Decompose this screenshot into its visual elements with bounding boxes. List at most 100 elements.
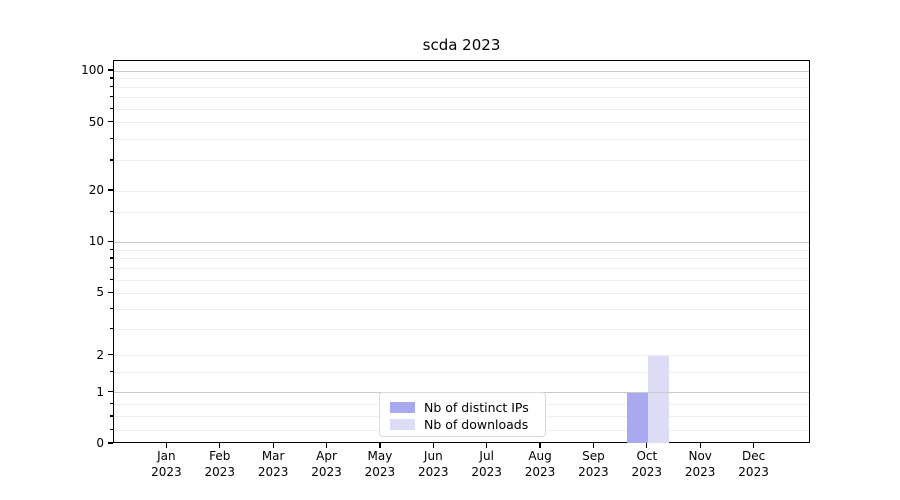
y-minor-tick bbox=[110, 248, 113, 250]
legend-swatch-nb-of-distinct-ips bbox=[390, 402, 415, 413]
legend-swatch-nb-of-downloads bbox=[390, 419, 415, 430]
gridline-minor-labeled bbox=[114, 122, 809, 124]
x-tick-label-line: 2023 bbox=[684, 464, 716, 479]
x-tick bbox=[646, 443, 648, 448]
y-minor-tick bbox=[110, 86, 113, 88]
gridline-minor bbox=[114, 308, 809, 310]
legend-label: Nb of downloads bbox=[424, 417, 529, 432]
legend-label: Nb of distinct IPs bbox=[424, 400, 529, 415]
x-tick-label-line: 2023 bbox=[631, 464, 663, 479]
gridline-minor bbox=[114, 372, 809, 374]
y-minor-tick bbox=[110, 210, 113, 213]
x-tick bbox=[325, 443, 328, 448]
x-tick-label-line: 2023 bbox=[151, 464, 182, 479]
x-tick-label-line: 2023 bbox=[204, 464, 236, 479]
gridline-minor bbox=[114, 211, 809, 213]
gridline-minor bbox=[114, 328, 809, 330]
y-minor-tick bbox=[110, 428, 113, 430]
gridline-minor-labeled bbox=[114, 292, 809, 294]
x-tick-label-line: 2023 bbox=[524, 464, 556, 479]
y-tick bbox=[108, 69, 113, 71]
y-minor-tick bbox=[110, 371, 113, 373]
x-tick-label-line: Aug bbox=[528, 449, 552, 463]
x-tick-label-line: 2023 bbox=[578, 464, 609, 479]
x-tick bbox=[486, 443, 488, 448]
y-minor-tick bbox=[110, 257, 113, 259]
x-tick-label-line: 2023 bbox=[738, 464, 769, 479]
x-tick bbox=[699, 443, 701, 448]
legend-row: Nb of downloads bbox=[380, 416, 545, 433]
x-tick-label: Mar 2023 bbox=[238, 449, 308, 480]
x-tick-label: Jun 2023 bbox=[398, 449, 468, 480]
y-tick bbox=[108, 240, 113, 243]
y-tick bbox=[108, 391, 113, 393]
y-minor-tick bbox=[110, 159, 113, 161]
x-tick bbox=[432, 443, 434, 448]
x-tick-label-line: Jun bbox=[423, 449, 443, 463]
legend: Nb of distinct IPs Nb of downloads bbox=[379, 392, 546, 437]
x-tick bbox=[539, 443, 541, 448]
gridline-major bbox=[114, 70, 809, 72]
y-minor-tick bbox=[110, 402, 113, 405]
y-minor-tick bbox=[110, 96, 113, 98]
bar-nb-of-distinct-ips bbox=[626, 392, 648, 443]
y-minor-tick bbox=[110, 137, 113, 140]
y-minor-tick bbox=[110, 278, 113, 280]
x-tick-label: Sep 2023 bbox=[558, 449, 628, 480]
x-tick-label-line: Feb bbox=[209, 449, 231, 463]
gridline-minor bbox=[114, 138, 809, 140]
gridline-minor bbox=[114, 78, 809, 80]
y-tick-label: 1 bbox=[96, 384, 104, 399]
x-tick-label: Oct 2023 bbox=[612, 449, 682, 480]
gridline-minor bbox=[114, 279, 809, 281]
y-tick-label: 5 bbox=[96, 285, 104, 300]
y-tick-label: 50 bbox=[88, 114, 104, 129]
x-tick bbox=[272, 443, 274, 448]
x-tick bbox=[165, 443, 167, 448]
legend-row: Nb of distinct IPs bbox=[380, 399, 545, 416]
x-tick-label-line: 2023 bbox=[311, 464, 342, 479]
gridline-minor bbox=[114, 268, 809, 270]
x-tick-label: Nov 2023 bbox=[665, 449, 735, 480]
gridline-minor-labeled bbox=[114, 190, 809, 192]
gridline-minor bbox=[114, 97, 809, 99]
gridline-minor-labeled bbox=[114, 355, 809, 357]
gridline-major bbox=[114, 241, 809, 243]
x-tick bbox=[592, 443, 595, 448]
x-tick-label-line: 2023 bbox=[364, 464, 396, 479]
x-tick bbox=[219, 443, 221, 448]
chart-title: scda 2023 bbox=[422, 36, 501, 54]
x-tick bbox=[752, 443, 755, 448]
gridline-minor bbox=[114, 160, 809, 162]
x-tick-label-line: Jul bbox=[479, 449, 494, 463]
x-tick-label: May 2023 bbox=[345, 449, 415, 480]
y-tick bbox=[108, 354, 113, 356]
x-tick-label: Apr 2023 bbox=[292, 449, 362, 480]
y-tick bbox=[108, 189, 113, 191]
gridline-minor bbox=[114, 249, 809, 251]
plot-area: Nb of distinct IPs Nb of downloads bbox=[113, 60, 810, 443]
x-tick-label-line: Oct bbox=[636, 449, 658, 463]
y-tick-label: 0 bbox=[96, 436, 104, 450]
y-minor-tick bbox=[110, 77, 113, 79]
x-tick-label-line: 2023 bbox=[471, 464, 502, 479]
x-tick-label-line: Apr bbox=[316, 449, 337, 463]
x-tick-label-line: Nov bbox=[688, 449, 712, 463]
x-tick-label: Jul 2023 bbox=[452, 449, 522, 480]
bar-nb-of-downloads bbox=[647, 355, 669, 443]
x-tick-label-line: Mar bbox=[261, 449, 285, 463]
y-tick-label: 2 bbox=[96, 347, 104, 362]
y-tick bbox=[108, 442, 113, 444]
gridline-minor bbox=[114, 258, 809, 260]
y-tick bbox=[108, 291, 113, 293]
x-tick-label-line: Sep bbox=[582, 449, 605, 463]
x-tick bbox=[379, 443, 381, 448]
gridline-minor bbox=[114, 108, 809, 110]
x-tick-label: Aug 2023 bbox=[505, 449, 575, 480]
y-minor-tick bbox=[110, 267, 113, 269]
y-tick-label: 20 bbox=[88, 183, 104, 198]
x-tick-label-line: 2023 bbox=[418, 464, 449, 479]
y-minor-tick bbox=[110, 307, 113, 309]
x-tick-label: Dec 2023 bbox=[719, 449, 789, 480]
